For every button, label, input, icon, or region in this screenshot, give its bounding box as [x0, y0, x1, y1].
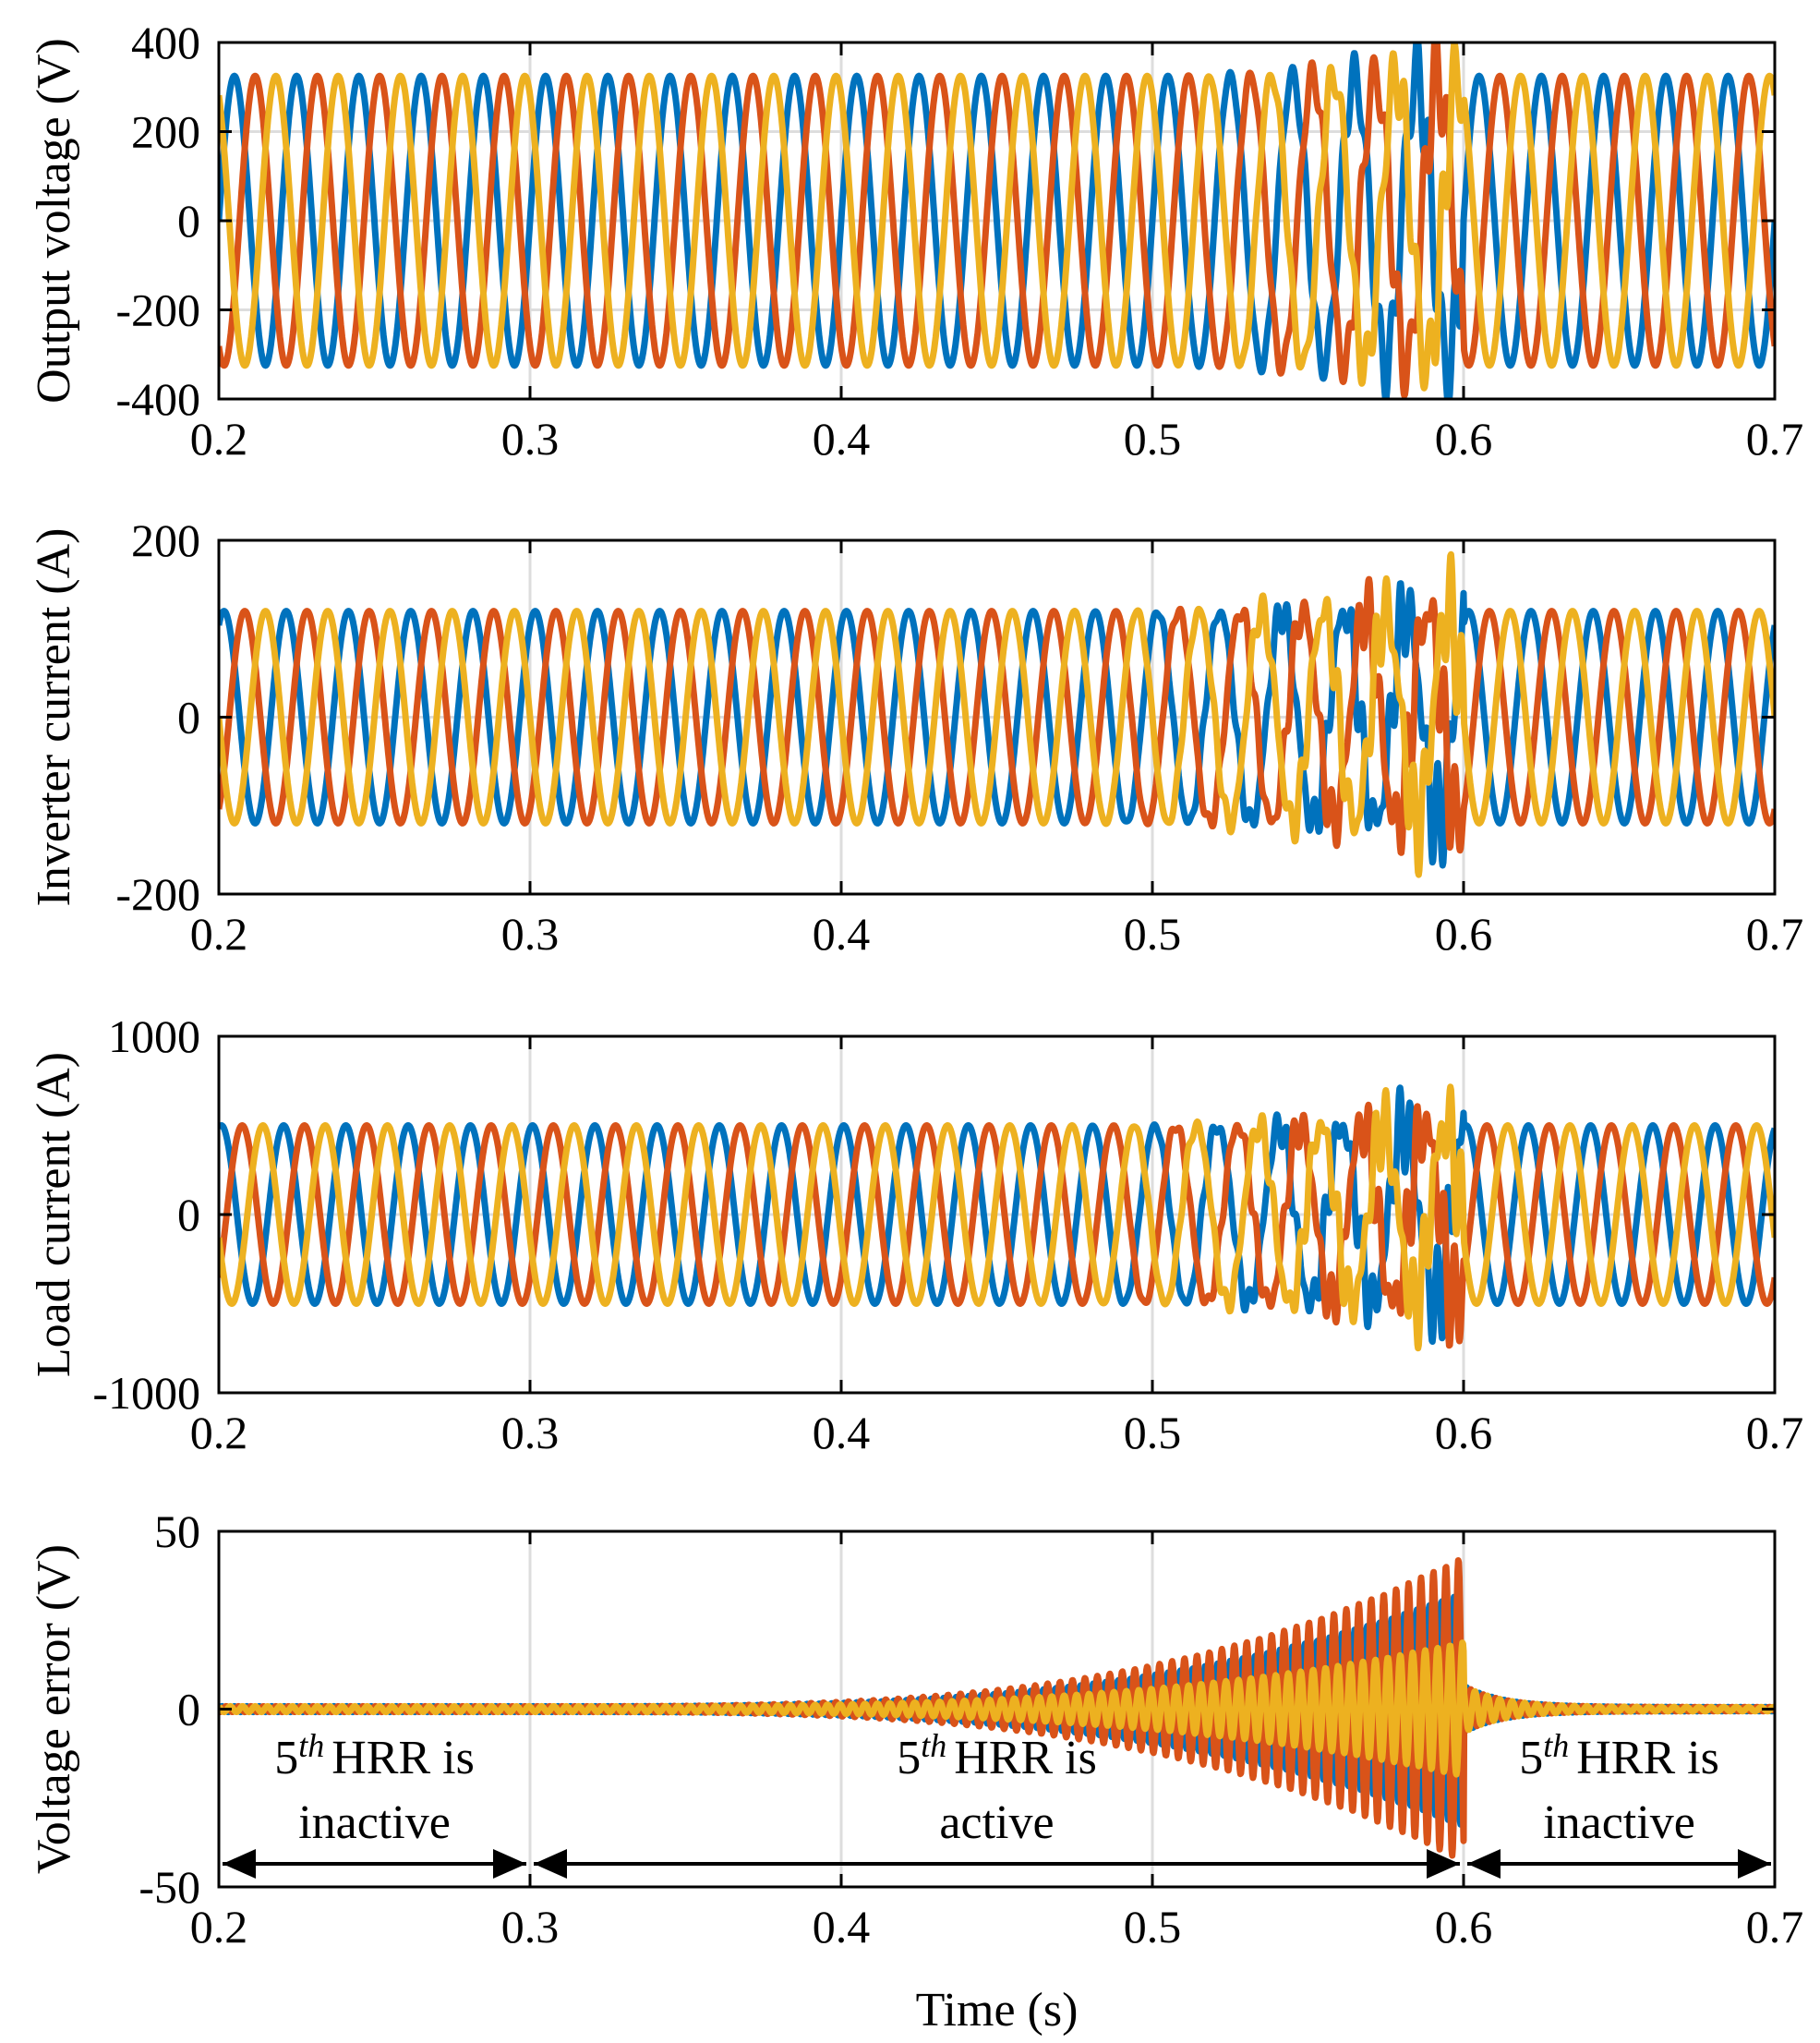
- series-line-1: [219, 42, 1775, 399]
- region-label-rest: HRR is: [331, 1732, 475, 1784]
- series-group: [219, 1083, 1775, 1352]
- x-tick-label: 0.3: [501, 413, 560, 465]
- region-label-line2: inactive: [1543, 1796, 1695, 1849]
- chart-panel-4: 0.2 0.3 0.4 0.5 0.6 0.7 50 0 -50 Voltage error (V…: [28, 1505, 1803, 2037]
- region-label-base: 5: [897, 1732, 921, 1784]
- y-tick-label: -50: [139, 1861, 200, 1913]
- x-axis-label: Time (s): [916, 1984, 1079, 2037]
- series-line-3: [219, 1083, 1775, 1352]
- x-tick-label: 0.7: [1746, 1901, 1804, 1952]
- y-tick-label: 0: [177, 195, 200, 247]
- y-tick-label: -200: [115, 868, 200, 920]
- y-tick-label: -400: [115, 373, 200, 425]
- series-line-3: [219, 42, 1775, 392]
- y-tick-label: 200: [131, 514, 200, 566]
- region-label-rest: HRR is: [1576, 1732, 1719, 1784]
- region-label-line1: 5th HRR is: [274, 1727, 475, 1784]
- x-tick-label: 0.6: [1435, 908, 1493, 960]
- x-tick-label: 0.2: [190, 413, 248, 465]
- region-label-base: 5: [274, 1732, 298, 1784]
- series-line-3: [219, 1639, 1775, 1778]
- region-label-sup: th: [921, 1727, 946, 1764]
- region-label-rest: HRR is: [954, 1732, 1097, 1784]
- x-tick-label: 0.5: [1124, 1407, 1182, 1458]
- x-tick-label: 0.2: [190, 908, 248, 960]
- y-tick-label: -1000: [92, 1367, 200, 1419]
- x-tick-label: 0.7: [1746, 413, 1804, 465]
- y-axis-label: Inverter current (A): [28, 528, 80, 907]
- region-label-line1: 5th HRR is: [1519, 1727, 1719, 1784]
- region-label-sup: th: [298, 1727, 324, 1764]
- x-tick-label: 0.6: [1435, 413, 1493, 465]
- region-label-line2: inactive: [298, 1796, 451, 1849]
- x-tick-label: 0.4: [813, 908, 871, 960]
- x-tick-label: 0.3: [501, 1407, 560, 1458]
- series-line-3: [219, 550, 1775, 878]
- series-line-1: [219, 1084, 1775, 1346]
- series-line-2: [219, 1101, 1775, 1349]
- y-axis-label: Voltage error (V): [28, 1544, 80, 1874]
- x-tick-label: 0.7: [1746, 908, 1804, 960]
- x-tick-label: 0.6: [1435, 1407, 1493, 1458]
- region-label-sup: th: [1543, 1727, 1569, 1764]
- y-tick-label: 1000: [108, 1010, 200, 1062]
- y-axis-label: Load current (A): [28, 1052, 80, 1377]
- series-group: [219, 550, 1775, 878]
- y-tick-label: 50: [154, 1505, 200, 1557]
- x-tick-label: 0.2: [190, 1901, 248, 1952]
- x-tick-label: 0.4: [813, 1901, 871, 1952]
- chart-panel-2: 0.2 0.3 0.4 0.5 0.6 0.7 200 0 -200 Inverter curre…: [28, 514, 1803, 960]
- chart-panel-1: 0.2 0.3 0.4 0.5 0.6 0.7 400 200 0 -200 -400 Output …: [28, 17, 1803, 465]
- region-label-line1: 5th HRR is: [897, 1727, 1097, 1784]
- x-tick-label: 0.7: [1746, 1407, 1804, 1458]
- x-tick-label: 0.3: [501, 908, 560, 960]
- series-line-2: [219, 575, 1775, 856]
- x-tick-label: 0.6: [1435, 1901, 1493, 1952]
- x-tick-label: 0.5: [1124, 413, 1182, 465]
- x-tick-label: 0.4: [813, 1407, 871, 1458]
- x-tick-label: 0.2: [190, 1407, 248, 1458]
- y-tick-label: 0: [177, 1684, 200, 1735]
- series-line-1: [219, 580, 1775, 869]
- x-tick-label: 0.5: [1124, 1901, 1182, 1952]
- y-tick-label: 0: [177, 1189, 200, 1240]
- y-tick-label: 0: [177, 692, 200, 743]
- y-tick-label: 400: [131, 17, 200, 68]
- series-group: [219, 1557, 1775, 1859]
- series-group: [219, 42, 1775, 399]
- series-line-2: [219, 42, 1775, 399]
- region-label-base: 5: [1519, 1732, 1543, 1784]
- y-axis-label: Output voltage (V): [28, 38, 80, 404]
- y-tick-label: 200: [131, 106, 200, 158]
- x-tick-label: 0.4: [813, 413, 871, 465]
- x-tick-label: 0.5: [1124, 908, 1182, 960]
- region-label-line2: active: [939, 1796, 1054, 1849]
- y-tick-label: -200: [115, 284, 200, 336]
- x-tick-label: 0.3: [501, 1901, 560, 1952]
